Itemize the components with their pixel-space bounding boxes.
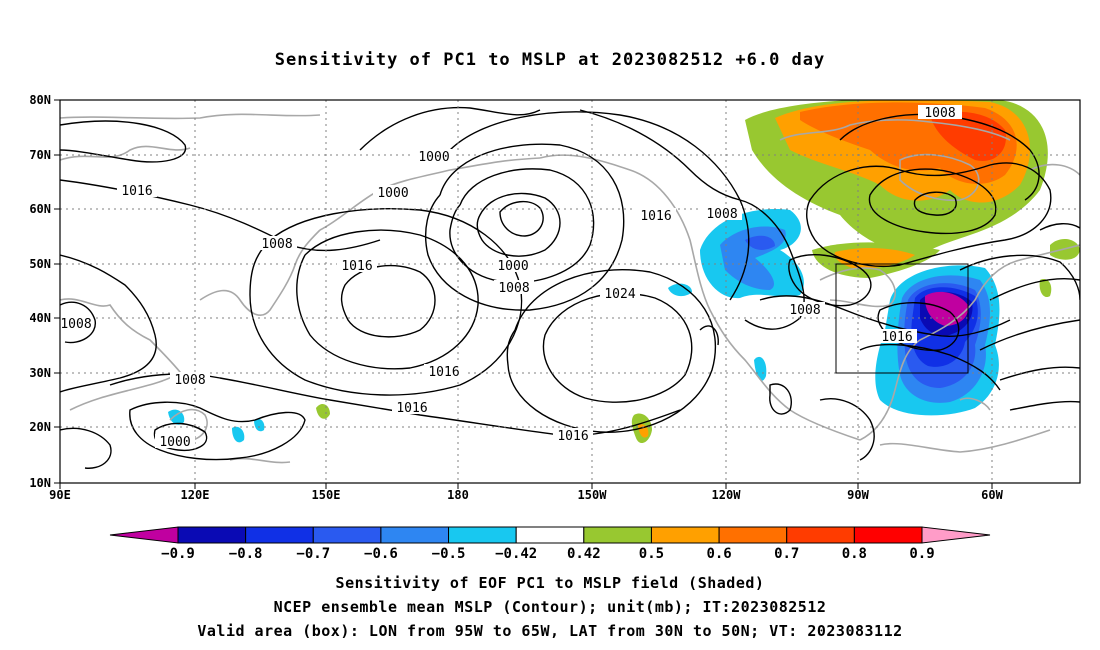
colorbar-label: −0.6 (364, 546, 398, 562)
lon-label: 90W (847, 488, 869, 502)
colorbar-segment (583, 526, 652, 544)
contour-label: 1024 (604, 287, 635, 302)
colorbar-label: −0.8 (229, 546, 263, 562)
contour-label: 1008 (706, 207, 737, 222)
lon-label: 60W (981, 488, 1003, 502)
colorbar-segment (650, 526, 720, 544)
lat-label: 40N (29, 311, 51, 325)
lat-label: 70N (29, 148, 51, 162)
colorbar-label: −0.42 (495, 546, 537, 562)
map-frame (59, 99, 1081, 484)
shade-wp-cyan3 (254, 418, 265, 432)
colorbar-label: 0.9 (909, 546, 934, 562)
contour-label: 1000 (418, 150, 449, 165)
colorbar-label: 0.8 (842, 546, 867, 562)
colorbar-label: −0.5 (432, 546, 466, 562)
colorbar-segment (177, 526, 247, 544)
lon-label: 120W (712, 488, 742, 502)
lon-label: 150W (578, 488, 608, 502)
lat-labels: 80N 70N 60N 50N 40N 30N 20N 10N (29, 93, 51, 490)
contour-label: 1008 (498, 281, 529, 296)
contour-label: 1016 (341, 259, 372, 274)
lon-label: 120E (181, 488, 210, 502)
colorbar-segment (448, 526, 517, 544)
mslp-contours (60, 106, 1080, 469)
contour-label: 1016 (557, 429, 588, 444)
colorbar-label: 0.7 (774, 546, 799, 562)
colorbar-segment (312, 526, 382, 544)
contour-label: 1016 (121, 184, 152, 199)
colorbar-extend-low (109, 526, 179, 544)
lat-label: 10N (29, 476, 51, 490)
contour-label: 1016 (640, 209, 671, 224)
colorbar-label: 0.6 (706, 546, 731, 562)
lat-label: 20N (29, 420, 51, 434)
chart-title: Sensitivity of PC1 to MSLP at 2023082512… (274, 50, 826, 70)
contour-label: 1000 (159, 435, 190, 450)
colorbar-segment (786, 526, 855, 544)
colorbar-label: −0.7 (296, 546, 330, 562)
shading-negative (168, 209, 1000, 443)
caption-line-2: NCEP ensemble mean MSLP (Contour); unit(… (273, 598, 827, 616)
lat-label: 30N (29, 366, 51, 380)
caption-line-1: Sensitivity of EOF PC1 to MSLP field (Sh… (335, 574, 765, 592)
lat-label: 60N (29, 202, 51, 216)
lat-label: 50N (29, 257, 51, 271)
caption-line-3: Valid area (box): LON from 95W to 65W, L… (197, 622, 903, 640)
contour-labels: 1000 1000 1000 1000 1008 1008 1008 1008 … (60, 106, 956, 450)
shade-wp-cyan2 (232, 426, 245, 443)
colorbar-segment (380, 526, 450, 544)
lon-labels: 90E 120E 150E 180 150W 120W 90W 60W (49, 488, 1003, 502)
contour-label: 1016 (881, 330, 912, 345)
lon-label: 150E (312, 488, 341, 502)
shade-atlantic-green (1039, 279, 1052, 298)
colorbar-label: 0.42 (567, 546, 601, 562)
contour-label: 1008 (924, 106, 955, 121)
colorbar-label: −0.9 (161, 546, 195, 562)
contour-label: 1000 (497, 259, 528, 274)
axis-ticks (54, 99, 993, 489)
valid-area-box (835, 263, 969, 374)
colorbar: −0.9 −0.8 −0.7 −0.6 −0.5 −0.42 0.42 0.5 0.6 0.7 0.… (109, 526, 991, 562)
contour-label: 1016 (396, 401, 427, 416)
contour-label: 1008 (261, 237, 292, 252)
grid-lines (60, 100, 1080, 483)
colorbar-segment (718, 526, 788, 544)
contour-label: 1000 (377, 186, 408, 201)
contour-label: 1008 (60, 317, 91, 332)
contour-label: 1008 (789, 303, 820, 318)
lon-label: 180 (447, 488, 469, 502)
colorbar-extend-high (921, 526, 991, 544)
lon-label: 90E (49, 488, 71, 502)
lat-label: 80N (29, 93, 51, 107)
shade-northpac-cyan (668, 283, 692, 297)
shade-westcanada-dark (745, 235, 775, 250)
contour-label: 1008 (174, 373, 205, 388)
colorbar-segment (515, 526, 585, 544)
colorbar-label: 0.5 (639, 546, 664, 562)
colorbar-segment (853, 526, 923, 544)
colorbar-segment (245, 526, 314, 544)
contour-label: 1016 (428, 365, 459, 380)
map-content: 1000 1000 1000 1000 1008 1008 1008 1008 … (60, 100, 1080, 483)
